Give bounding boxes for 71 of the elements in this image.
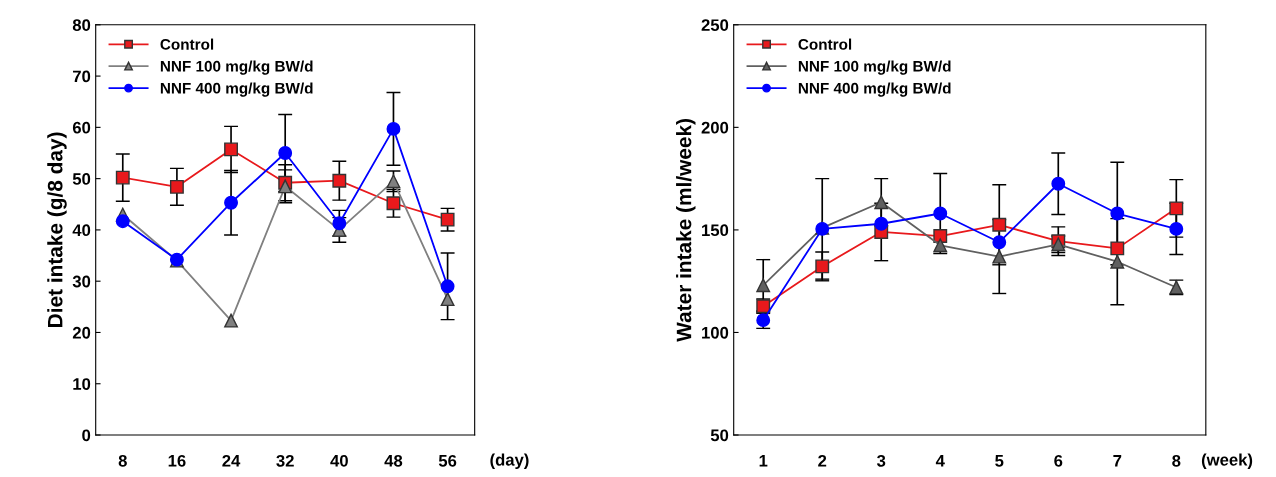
point (874, 195, 889, 210)
x-tick-label: 8 (118, 454, 127, 467)
point (278, 179, 293, 194)
y-tick-label: 40 (72, 224, 91, 237)
y-tick-label: 30 (72, 275, 91, 288)
x-tick-label: 1 (759, 455, 768, 467)
point (332, 216, 347, 231)
point (440, 212, 455, 227)
point (1169, 221, 1184, 236)
x-tick-label: 8 (1172, 454, 1181, 467)
x-tick-label: 24 (222, 454, 241, 467)
point (440, 279, 455, 294)
y-tick-label: 250 (701, 19, 729, 32)
point (386, 196, 401, 211)
point (933, 238, 948, 253)
point (815, 259, 830, 274)
y-tick-label: 50 (710, 429, 729, 442)
point (440, 292, 455, 307)
x-axis-title: (week) (1201, 453, 1253, 470)
point (1051, 176, 1066, 191)
point (1169, 201, 1184, 216)
legend-label: Control (798, 38, 852, 50)
point (278, 146, 293, 160)
x-tick-label: 7 (1113, 455, 1122, 467)
x-tick-label: 32 (276, 454, 294, 467)
point (224, 195, 238, 210)
point (224, 142, 238, 157)
y-tick-label: 20 (72, 326, 91, 339)
legend-label: Control (160, 38, 214, 50)
y-tick-label: 10 (73, 378, 91, 390)
point (756, 278, 771, 293)
x-tick-label: 56 (438, 454, 457, 467)
point (386, 121, 401, 136)
y-tick-label: 50 (72, 173, 91, 185)
point (992, 235, 1007, 250)
x-tick-label: 2 (818, 454, 827, 467)
point (224, 313, 238, 328)
x-tick-label: 16 (168, 454, 186, 467)
x-axis-title: (day) (490, 453, 529, 470)
point (115, 214, 130, 229)
point (386, 174, 401, 189)
x-tick-label: 6 (1054, 454, 1063, 467)
point (115, 170, 130, 185)
point (992, 249, 1007, 264)
x-tick-label: 48 (384, 454, 403, 467)
legend-label: NNF 400 mg/kg BW/d (160, 82, 313, 97)
y-tick-label: 150 (702, 224, 729, 237)
y-tick-label: 0 (82, 429, 91, 442)
point (992, 217, 1007, 232)
point (332, 173, 347, 188)
point (933, 206, 948, 221)
point (933, 229, 948, 244)
point (1110, 206, 1125, 221)
y-tick-label: 60 (72, 121, 91, 134)
y-tick-label: 100 (702, 326, 729, 339)
point (169, 179, 184, 194)
x-tick-label: 5 (995, 455, 1004, 467)
x-tick-label: 40 (330, 454, 348, 467)
y-tick-label: 200 (701, 121, 729, 134)
x-tick-label: 4 (935, 455, 945, 467)
point (1110, 241, 1125, 256)
point (874, 216, 889, 231)
x-tick-label: 3 (876, 454, 886, 467)
y-axis-title: Diet intake (g/8 day) (47, 132, 67, 327)
point (1110, 254, 1125, 269)
legend-label: NNF 100 mg/kg BW/d (160, 60, 313, 75)
y-tick-label: 70 (73, 70, 91, 83)
y-tick-label: 80 (72, 19, 91, 32)
legend-label: NNF 400 mg/kg BW/d (798, 82, 951, 97)
y-axis-title: Water intake (ml/week) (676, 119, 696, 342)
legend-label: NNF 100 mg/kg BW/d (798, 60, 951, 75)
